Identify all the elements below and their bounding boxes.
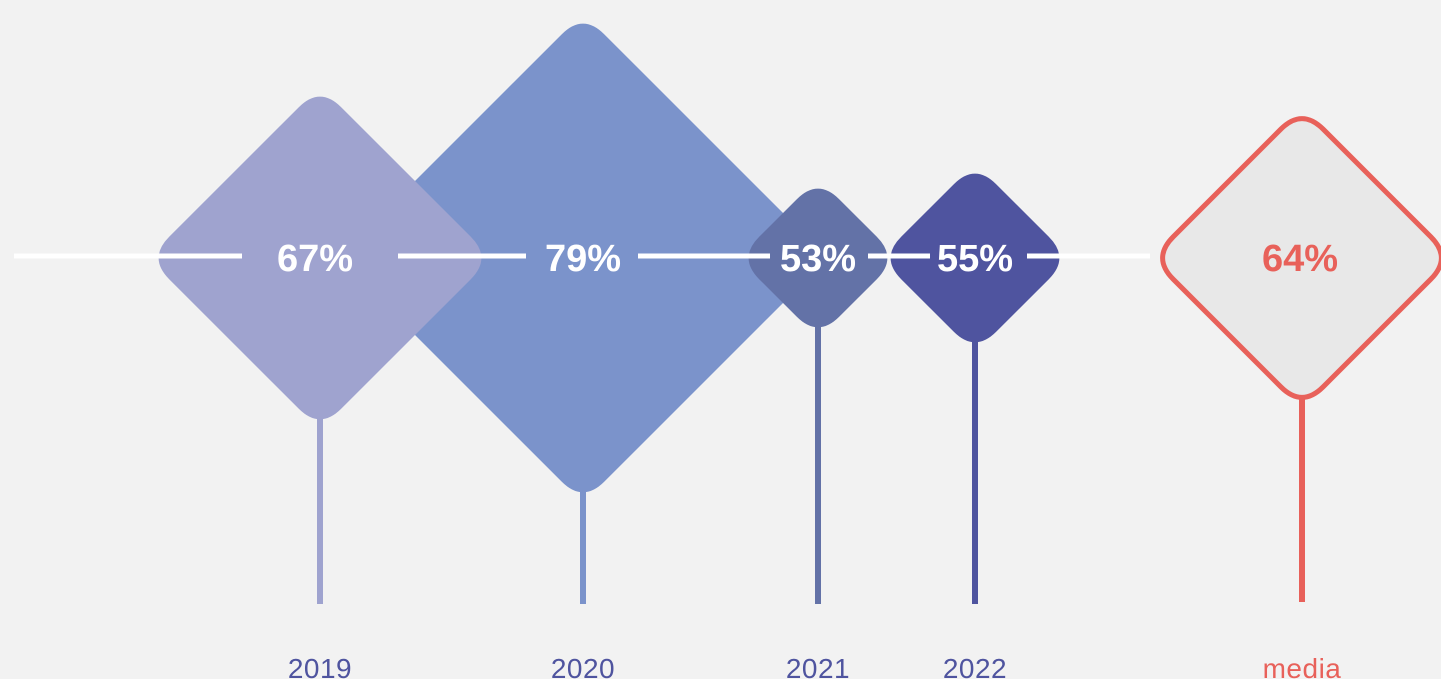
category-label-2021: 2021 (786, 653, 850, 679)
category-label-2020: 2020 (551, 653, 615, 679)
value-label-2020: 79% (545, 238, 621, 280)
diamond-2022 (890, 173, 1060, 343)
diamond-2019 (158, 96, 482, 420)
diamond-2021 (748, 188, 888, 328)
category-label-2019: 2019 (288, 653, 352, 679)
value-label-average: 64% (1262, 238, 1338, 280)
category-label-average: media (1263, 653, 1342, 679)
value-label-2021: 53% (780, 238, 856, 280)
diamond-2020 (348, 23, 818, 493)
diamond-average (1160, 116, 1441, 400)
value-label-2019: 67% (277, 238, 353, 280)
value-label-2022: 55% (937, 238, 1013, 280)
category-label-2022: 2022 (943, 653, 1007, 679)
